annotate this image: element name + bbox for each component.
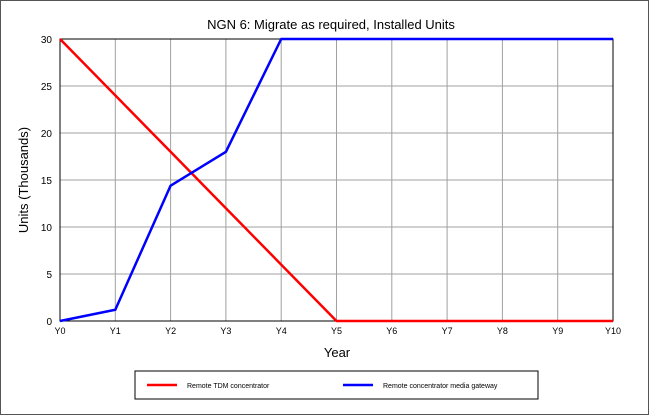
x-tick-label: Y2 bbox=[165, 326, 176, 336]
y-tick-label: 20 bbox=[41, 129, 53, 140]
grid bbox=[60, 39, 613, 321]
y-tick-label: 5 bbox=[46, 270, 52, 281]
x-axis-ticks: Y0 Y1 Y2 Y3 Y4 Y5 Y6 Y7 Y8 Y9 Y10 bbox=[54, 326, 621, 336]
series-line-remote-concentrator-media-gateway bbox=[59, 37, 613, 323]
y-tick-label: 25 bbox=[41, 82, 53, 93]
y-tick-label: 10 bbox=[41, 223, 53, 234]
series-lines bbox=[59, 37, 613, 323]
legend: Remote TDM concentrator Remote concentra… bbox=[134, 370, 539, 400]
y-axis-ticks: 0 5 10 15 20 25 30 bbox=[41, 35, 53, 328]
legend-label-remote-tdm: Remote TDM concentrator bbox=[187, 383, 270, 390]
x-tick-label: Y6 bbox=[386, 326, 397, 336]
y-axis-label: Units (Thousands) bbox=[16, 127, 31, 233]
chart-title: NGN 6: Migrate as required, Installed Un… bbox=[207, 17, 455, 32]
y-tick-label: 30 bbox=[41, 35, 53, 46]
series-line-remote-tdm-concentrator bbox=[59, 38, 613, 323]
legend-label-media-gateway: Remote concentrator media gateway bbox=[383, 383, 498, 390]
legend-box bbox=[134, 370, 539, 400]
x-tick-label: Y1 bbox=[110, 326, 121, 336]
x-axis-label: Year bbox=[324, 345, 351, 360]
x-tick-label: Y5 bbox=[331, 326, 342, 336]
y-tick-label: 15 bbox=[41, 176, 53, 187]
y-tick-label: 0 bbox=[46, 317, 52, 328]
x-tick-label: Y4 bbox=[276, 326, 287, 336]
x-tick-label: Y7 bbox=[442, 326, 453, 336]
x-tick-label: Y3 bbox=[220, 326, 231, 336]
x-tick-label: Y9 bbox=[552, 326, 563, 336]
x-tick-label: Y8 bbox=[497, 326, 508, 336]
x-tick-label: Y0 bbox=[54, 326, 65, 336]
x-tick-label: Y10 bbox=[605, 326, 621, 336]
